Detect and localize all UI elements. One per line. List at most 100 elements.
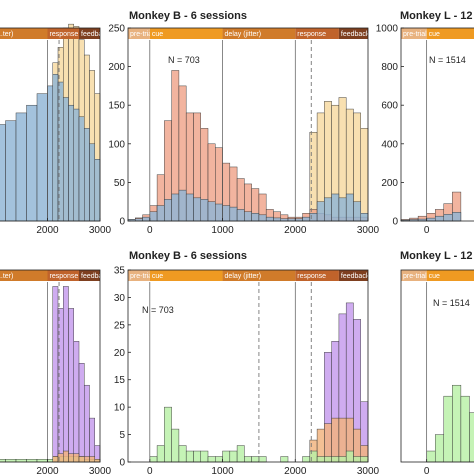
epoch-segment [79, 270, 100, 281]
bar [0, 124, 6, 222]
epoch-label: delay (jitter) [225, 273, 262, 280]
epoch-label: feedback [81, 273, 110, 280]
bar [26, 459, 38, 463]
y-tick-label: 800 [381, 62, 398, 73]
bar [244, 456, 252, 463]
bar [78, 363, 85, 463]
epoch-label: feedback [81, 31, 110, 38]
bar [164, 199, 172, 222]
bar [338, 197, 347, 222]
epoch-label: response [50, 31, 79, 38]
epoch-segment [0, 270, 48, 281]
y-tick-label: 0 [119, 458, 125, 469]
bar [324, 197, 332, 222]
epoch-segment [222, 28, 296, 39]
y-tick-label: 1000 [376, 24, 399, 35]
bar [57, 81, 64, 222]
x-tick-label: 3000 [89, 225, 112, 236]
epoch-segment [149, 28, 223, 39]
y-tick-label: 10 [114, 403, 126, 414]
y-tick-label: 600 [381, 101, 398, 112]
bar [426, 450, 436, 463]
y-tick-label: 200 [381, 178, 398, 189]
bar [149, 456, 158, 463]
y-tick-label: 50 [114, 178, 126, 189]
bar [94, 159, 101, 222]
bar [36, 93, 48, 222]
bar [178, 189, 187, 222]
bar [207, 201, 216, 222]
epoch-segment [47, 270, 79, 281]
bar [0, 459, 6, 463]
x-tick-label: 0 [424, 225, 430, 236]
sample-size-label: N = 703 [168, 55, 200, 65]
epoch-segment [149, 270, 223, 281]
bar [68, 308, 74, 463]
bar [200, 199, 209, 222]
y-tick-label: 150 [108, 101, 125, 112]
bar [156, 445, 165, 463]
bar [331, 193, 340, 222]
bar [251, 213, 260, 222]
epoch-segment [401, 28, 427, 39]
y-tick-label: 5 [119, 430, 125, 441]
epoch-label: pre-trial [403, 273, 427, 280]
sample-size-label: N = 1514 [429, 55, 466, 65]
bar [360, 456, 369, 463]
bar [236, 209, 245, 222]
bar [215, 203, 223, 222]
bar [452, 384, 462, 463]
y-tick-label: 100 [108, 139, 125, 150]
y-tick-label: 400 [381, 139, 398, 150]
bar [84, 128, 90, 222]
y-tick-label: 15 [114, 375, 126, 386]
epoch-segment [295, 28, 339, 39]
bar [47, 85, 53, 222]
epoch-label: cue [429, 31, 440, 38]
bar [68, 453, 74, 463]
bar [193, 197, 201, 222]
epoch-segment [0, 28, 48, 39]
bar [280, 456, 289, 463]
bar [273, 217, 281, 222]
bar [258, 214, 267, 222]
bar [63, 450, 69, 463]
bar [434, 434, 445, 463]
bar [324, 423, 332, 463]
bar [229, 206, 238, 222]
epoch-label: cue [152, 31, 163, 38]
bar [142, 216, 151, 222]
bar [89, 417, 95, 463]
bar [251, 456, 260, 463]
series-green [426, 384, 474, 463]
bar [345, 450, 354, 463]
series-purple [324, 302, 369, 463]
bar [469, 412, 474, 463]
epoch-label: delay (jitter) [225, 31, 262, 38]
bar [52, 286, 59, 463]
bar [460, 395, 470, 463]
y-tick-label: 25 [114, 320, 126, 331]
epoch-label: pre-trial [130, 273, 154, 280]
bar [316, 201, 325, 222]
bar [52, 456, 59, 463]
x-tick-label: 3000 [357, 466, 380, 474]
x-tick-label: 3000 [89, 466, 112, 474]
bar [229, 450, 238, 463]
panel-title: Monkey L - 12 [400, 10, 473, 22]
sample-size-label: N = 1514 [433, 298, 470, 308]
bar [171, 193, 180, 222]
bar [353, 456, 361, 463]
y-tick-label: 0 [119, 217, 125, 228]
plot-frame [127, 269, 369, 463]
bar [52, 74, 59, 222]
bar [434, 215, 445, 222]
x-tick-label: 3000 [357, 225, 380, 236]
bar [331, 456, 340, 463]
